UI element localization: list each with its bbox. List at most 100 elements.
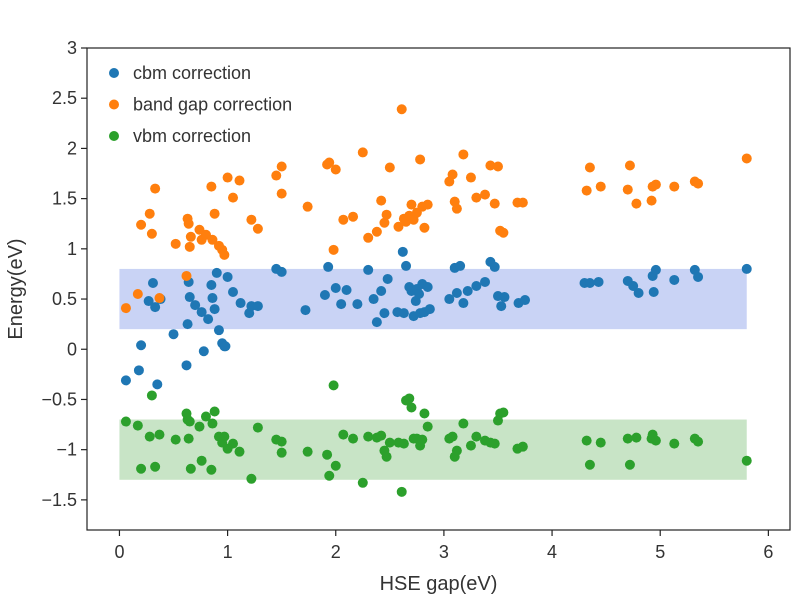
- point-s1-73: [595, 181, 606, 192]
- point-s0-85: [669, 274, 680, 285]
- point-s0-33: [300, 305, 311, 316]
- point-s2-10: [183, 433, 194, 444]
- point-s0-64: [455, 260, 466, 271]
- x-tick-label: 4: [547, 542, 557, 562]
- point-s2-0: [120, 416, 131, 427]
- point-s0-18: [207, 293, 218, 304]
- point-s0-27: [235, 298, 246, 309]
- point-s1-82: [693, 178, 704, 189]
- y-tick-label: 3: [67, 38, 77, 58]
- point-s1-34: [330, 164, 341, 175]
- point-s2-18: [209, 406, 220, 417]
- point-s0-2: [136, 340, 147, 351]
- point-s0-1: [133, 365, 144, 376]
- point-s1-18: [209, 208, 220, 219]
- point-s1-27: [271, 170, 282, 181]
- point-s2-3: [144, 431, 155, 442]
- point-s0-15: [198, 346, 209, 357]
- point-s2-61: [465, 440, 476, 451]
- y-axis-ticks: −1.5 −1 −0.5 0 0.5 1 1.5 2 2.5 3: [41, 38, 87, 510]
- point-s0-30: [252, 301, 263, 312]
- point-s2-70: [517, 441, 528, 452]
- point-s1-64: [485, 160, 496, 171]
- point-s0-81: [633, 288, 644, 299]
- point-s0-20: [211, 267, 222, 278]
- point-s2-73: [595, 437, 606, 448]
- point-s1-24: [234, 175, 245, 186]
- point-s2-83: [741, 455, 752, 466]
- point-s0-38: [341, 285, 352, 296]
- point-s1-60: [458, 149, 469, 160]
- point-s1-66: [492, 161, 503, 172]
- legend-marker: [109, 131, 119, 141]
- point-s0-42: [371, 317, 382, 328]
- plot-frame: [86, 47, 791, 531]
- point-s0-45: [382, 273, 393, 284]
- point-s1-45: [396, 104, 407, 115]
- point-s1-8: [181, 270, 192, 281]
- point-s1-21: [219, 249, 230, 260]
- point-s1-17: [207, 234, 218, 245]
- point-s1-29: [276, 188, 287, 199]
- point-s2-11: [184, 416, 195, 427]
- point-s0-0: [120, 375, 131, 386]
- x-axis-title: HSE gap(eV): [380, 573, 498, 595]
- x-axis-ticks: 0 1 2 3 4 5 6: [114, 530, 773, 562]
- point-s2-14: [196, 455, 207, 466]
- y-tick-label: 0: [67, 339, 77, 359]
- point-s1-62: [471, 192, 482, 203]
- point-s1-23: [228, 192, 239, 203]
- point-s2-26: [252, 422, 263, 433]
- x-tick-label: 2: [331, 542, 341, 562]
- y-tick-label: 1.5: [52, 189, 77, 209]
- point-s2-48: [404, 393, 415, 404]
- y-tick-label: 2.5: [52, 88, 77, 108]
- point-s0-13: [190, 300, 201, 311]
- point-s0-4: [147, 277, 158, 288]
- point-s1-3: [144, 208, 155, 219]
- point-s1-10: [183, 218, 194, 229]
- point-s0-61: [444, 294, 455, 305]
- point-s0-35: [323, 261, 334, 272]
- point-s2-49: [406, 402, 417, 413]
- point-s2-76: [631, 432, 642, 443]
- point-s0-55: [414, 289, 425, 300]
- point-s2-35: [338, 429, 349, 440]
- point-s2-13: [194, 421, 205, 432]
- point-s1-11: [184, 241, 195, 252]
- point-s1-80: [669, 181, 680, 192]
- point-s0-6: [152, 379, 163, 390]
- point-s0-34: [319, 290, 330, 301]
- point-s1-5: [150, 183, 161, 194]
- point-s0-83: [648, 287, 659, 298]
- point-s1-83: [741, 153, 752, 164]
- point-s2-82: [693, 436, 704, 447]
- point-s0-8: [168, 329, 179, 340]
- point-s1-1: [132, 289, 143, 300]
- point-s2-12: [185, 463, 196, 474]
- point-s1-36: [348, 211, 359, 222]
- x-tick-label: 3: [439, 542, 449, 562]
- point-s0-14: [196, 307, 207, 318]
- point-s0-21: [213, 325, 224, 336]
- point-s2-6: [154, 429, 165, 440]
- point-s2-2: [136, 463, 147, 474]
- point-s1-16: [206, 181, 217, 192]
- data-points: [120, 104, 752, 497]
- point-s2-29: [276, 447, 287, 458]
- point-s2-5: [150, 461, 161, 472]
- point-s1-35: [338, 214, 349, 225]
- point-s0-9: [181, 360, 192, 371]
- point-s1-37: [357, 147, 368, 158]
- point-s1-49: [406, 199, 417, 210]
- legend-marker: [109, 99, 119, 110]
- point-s2-65: [489, 438, 500, 449]
- point-s2-71: [581, 435, 592, 446]
- point-s0-75: [520, 295, 531, 306]
- point-s0-73: [499, 292, 510, 303]
- point-s2-28: [276, 436, 287, 447]
- point-s2-37: [357, 477, 368, 488]
- point-s2-79: [650, 435, 661, 446]
- point-s0-60: [424, 304, 435, 315]
